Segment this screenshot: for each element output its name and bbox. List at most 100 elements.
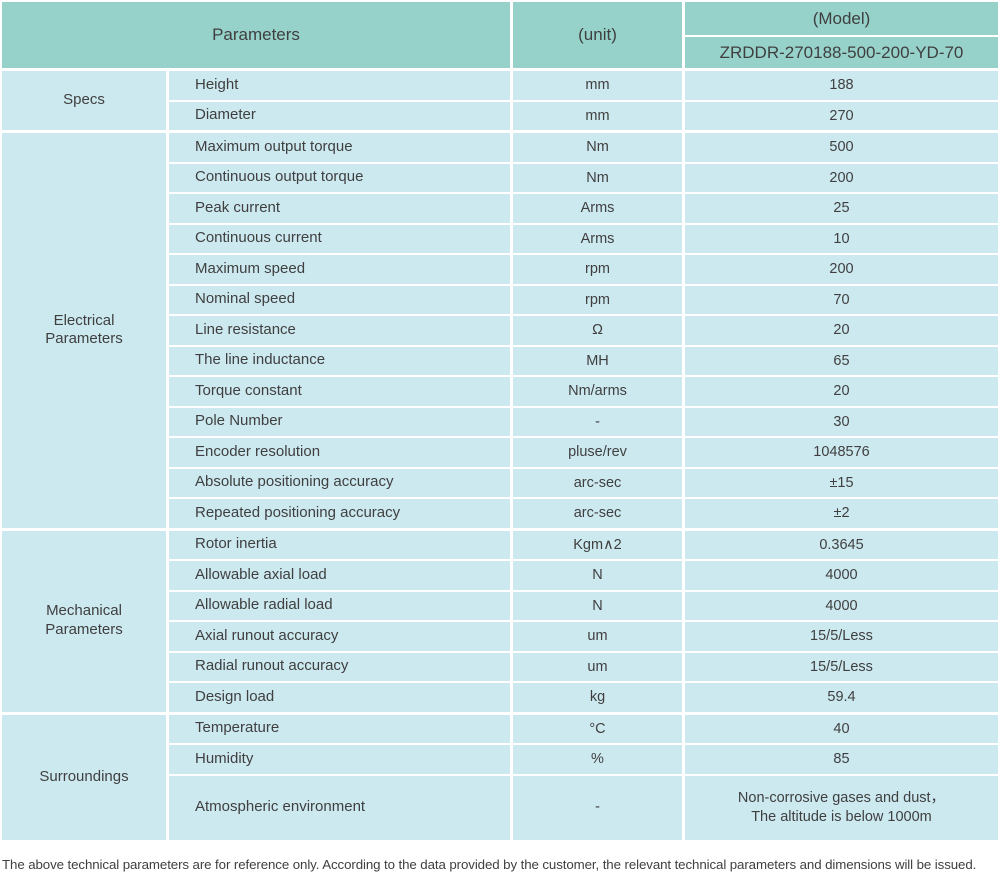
table-row: Axial runout accuracy um 15/5/Less — [169, 622, 998, 651]
model-header-column: (Model) ZRDDR-270188-500-200-YD-70 — [685, 2, 998, 68]
param-value-cell: 25 — [685, 194, 998, 223]
param-value-cell: 188 — [685, 71, 998, 100]
param-name-cell: Humidity — [169, 745, 510, 774]
param-unit-cell: arc-sec — [513, 499, 682, 528]
param-name-cell: Temperature — [169, 714, 510, 743]
param-name-cell: Allowable axial load — [169, 561, 510, 590]
param-name-cell: Repeated positioning accuracy — [169, 499, 510, 528]
param-unit-cell: °C — [513, 714, 682, 743]
param-name-cell: Allowable radial load — [169, 591, 510, 620]
table-row: Repeated positioning accuracy arc-sec ±2 — [169, 499, 998, 528]
parameters-header-cell: Parameters — [2, 2, 510, 68]
param-unit-cell: pluse/rev — [513, 438, 682, 467]
param-name-cell: Maximum speed — [169, 255, 510, 284]
param-name-cell: Continuous output torque — [169, 163, 510, 192]
table-row: Pole Number -30 — [169, 407, 998, 436]
table-row: The line inductance MH 65 — [169, 346, 998, 375]
param-unit-cell: - — [513, 775, 682, 840]
param-value-cell: 59.4 — [685, 683, 998, 712]
table-row: Continuous output torque Nm 200 — [169, 163, 998, 192]
param-value-cell: 20 — [685, 316, 998, 345]
section-mechanical: Mechanical Parameters Rotor inertia Kgm∧2 0… — [2, 530, 998, 712]
table-row: Diameter mm 270 — [169, 101, 998, 130]
param-name-cell: Diameter — [169, 101, 510, 130]
param-unit-cell: um — [513, 622, 682, 651]
section-label: Mechanical Parameters — [2, 530, 166, 712]
table-row: Allowable axial load N 4000 — [169, 561, 998, 590]
param-value-cell: 500 — [685, 133, 998, 162]
parameters-table: Parameters (unit) (Model) ZRDDR-270188-5… — [2, 2, 998, 840]
section-rows: Rotor inertia Kgm∧2 0.3645 Allowable axial … — [169, 530, 998, 712]
param-value-cell: ±2 — [685, 499, 998, 528]
section-surroundings: Surroundings Temperature °C 40 Humidity% 85 At… — [2, 714, 998, 840]
param-unit-cell: rpm — [513, 285, 682, 314]
param-name-cell: Absolute positioning accuracy — [169, 468, 510, 497]
param-unit-cell: arc-sec — [513, 468, 682, 497]
param-unit-cell: Kgm∧2 — [513, 530, 682, 559]
param-value-cell: 40 — [685, 714, 998, 743]
param-unit-cell: % — [513, 745, 682, 774]
param-value-cell: ±15 — [685, 468, 998, 497]
param-unit-cell: kg — [513, 683, 682, 712]
param-name-cell: Height — [169, 71, 510, 100]
param-unit-cell: - — [513, 407, 682, 436]
section-rows: Height mm 188 Diameter mm 270 — [169, 71, 998, 130]
param-value-cell: 65 — [685, 346, 998, 375]
section-label: Surroundings — [2, 714, 166, 840]
table-row: Continuous current Arms 10 — [169, 224, 998, 253]
table-row: Rotor inertia Kgm∧2 0.3645 — [169, 530, 998, 559]
param-name-cell: Nominal speed — [169, 285, 510, 314]
section-electrical: Electrical Parameters Maximum output torq… — [2, 133, 998, 528]
param-unit-cell: Ω — [513, 316, 682, 345]
param-name-cell: Torque constant — [169, 377, 510, 406]
table-row: Absolute positioning accuracy arc-sec ±15 — [169, 468, 998, 497]
section-specs: Specs Height mm 188 Diameter mm 270 — [2, 71, 998, 130]
model-header-cell: (Model) — [685, 2, 998, 35]
table-row: Line resistance Ω 20 — [169, 316, 998, 345]
section-label: Specs — [2, 71, 166, 130]
table-row: Allowable radial load N 4000 — [169, 591, 998, 620]
param-value-cell: 270 — [685, 101, 998, 130]
param-value-cell: 200 — [685, 163, 998, 192]
param-unit-cell: Nm — [513, 163, 682, 192]
param-name-cell: The line inductance — [169, 346, 510, 375]
param-value-cell: 70 — [685, 285, 998, 314]
table-row: Humidity% 85 — [169, 745, 998, 774]
param-unit-cell: N — [513, 561, 682, 590]
param-value-cell: 10 — [685, 224, 998, 253]
param-value-cell: 1048576 — [685, 438, 998, 467]
unit-header-cell: (unit) — [513, 2, 682, 68]
table-row: Maximum output torque Nm 500 — [169, 133, 998, 162]
param-name-cell: Atmospheric environment — [169, 775, 510, 840]
param-name-cell: Design load — [169, 683, 510, 712]
table-row: Peak current Arms 25 — [169, 194, 998, 223]
param-name-cell: Axial runout accuracy — [169, 622, 510, 651]
param-name-cell: Radial runout accuracy — [169, 652, 510, 681]
table-body: Specs Height mm 188 Diameter mm 270 Electrical … — [2, 71, 998, 840]
param-name-cell: Line resistance — [169, 316, 510, 345]
table-header-row: Parameters (unit) (Model) ZRDDR-270188-5… — [2, 2, 998, 68]
param-unit-cell: mm — [513, 71, 682, 100]
param-unit-cell: MH — [513, 346, 682, 375]
param-name-cell: Continuous current — [169, 224, 510, 253]
param-value-cell: 200 — [685, 255, 998, 284]
param-name-cell: Peak current — [169, 194, 510, 223]
param-value-cell: 15/5/Less — [685, 652, 998, 681]
param-value-cell: Non-corrosive gases and dust， The altitu… — [685, 775, 998, 840]
table-row: Temperature °C 40 — [169, 714, 998, 743]
param-unit-cell: mm — [513, 101, 682, 130]
footer-disclaimer-note: The above technical parameters are for r… — [2, 856, 977, 872]
table-row: Nominal speed rpm 70 — [169, 285, 998, 314]
param-value-cell: 15/5/Less — [685, 622, 998, 651]
model-number-cell: ZRDDR-270188-500-200-YD-70 — [685, 37, 998, 68]
section-label: Electrical Parameters — [2, 133, 166, 528]
param-value-cell: 0.3645 — [685, 530, 998, 559]
table-row: Torque constant Nm/arms 20 — [169, 377, 998, 406]
param-value-cell: 4000 — [685, 561, 998, 590]
table-row: Atmospheric environment - Non-corrosive ga… — [169, 775, 998, 840]
param-unit-cell: um — [513, 652, 682, 681]
param-unit-cell: Arms — [513, 224, 682, 253]
section-rows: Maximum output torque Nm 500 Continuous out… — [169, 133, 998, 528]
param-unit-cell: Nm/arms — [513, 377, 682, 406]
